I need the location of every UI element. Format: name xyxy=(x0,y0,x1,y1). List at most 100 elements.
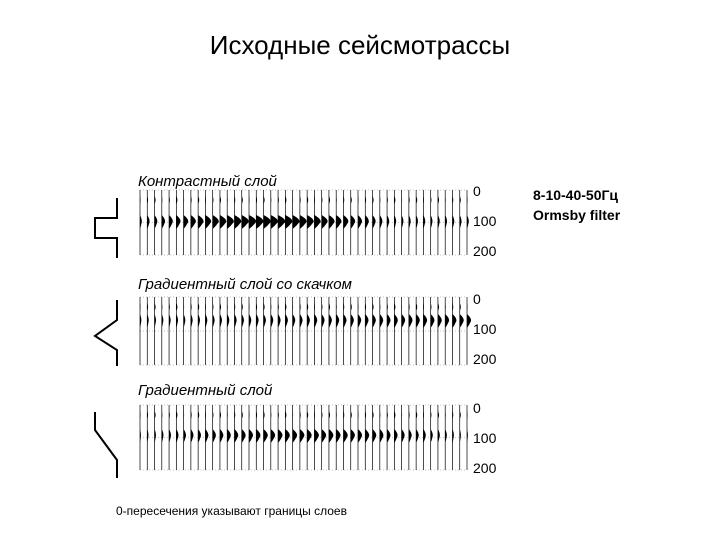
trace-wavelet xyxy=(430,314,435,328)
panel3-tick-0: 0 xyxy=(473,400,481,416)
panel3-tick-200: 200 xyxy=(473,460,497,476)
panel-label-gradient: Градиентный слой xyxy=(138,382,273,399)
trace-wiggle xyxy=(467,303,468,311)
trace-wavelet xyxy=(292,314,296,328)
trace-wavelet xyxy=(452,215,455,229)
trace-wavelet xyxy=(263,429,268,443)
trace-wavelet xyxy=(408,215,411,229)
trace-wavelet xyxy=(161,429,164,443)
trace-wavelet xyxy=(328,215,335,229)
trace-wiggle xyxy=(394,411,396,419)
trace-wavelet xyxy=(140,429,141,443)
trace-wiggle xyxy=(249,196,250,204)
trace-wiggle xyxy=(314,303,315,311)
trace-wavelet xyxy=(212,314,215,328)
footer-note: 0-пересечения указывают границы слоев xyxy=(116,504,347,518)
trace-wiggle xyxy=(212,303,214,311)
trace-wavelet xyxy=(372,215,376,229)
trace-wiggle xyxy=(190,303,192,311)
trace-wiggle xyxy=(321,411,323,419)
trace-wavelet xyxy=(205,429,209,443)
trace-wiggle xyxy=(314,196,315,204)
trace-wiggle xyxy=(467,196,468,204)
trace-wiggle xyxy=(219,411,222,419)
trace-wiggle xyxy=(314,411,315,419)
trace-wavelet xyxy=(169,314,171,328)
trace-wiggle xyxy=(459,411,461,419)
trace-wiggle xyxy=(445,411,446,419)
trace-wiggle xyxy=(365,411,367,419)
trace-wiggle xyxy=(205,411,206,419)
trace-wiggle xyxy=(249,303,250,311)
trace-wavelet xyxy=(183,314,186,328)
trace-wavelet xyxy=(314,215,321,229)
trace-wavelet xyxy=(358,429,363,443)
trace-panel-3 xyxy=(139,404,468,471)
trace-wavelet xyxy=(387,429,391,443)
trace-wiggle xyxy=(169,196,170,204)
trace-wiggle xyxy=(401,303,403,311)
trace-wavelet xyxy=(241,215,249,229)
trace-wavelet xyxy=(387,314,391,328)
trace-wiggle xyxy=(278,411,279,419)
trace-wavelet xyxy=(328,314,332,328)
trace-wiggle xyxy=(416,411,418,419)
trace-wavelet xyxy=(249,215,257,229)
trace-wiggle xyxy=(379,303,381,311)
trace-wavelet xyxy=(292,429,298,443)
trace-wiggle xyxy=(430,303,432,311)
trace-wavelet xyxy=(350,215,356,229)
trace-wavelet xyxy=(161,314,164,328)
trace-wavelet xyxy=(452,314,457,328)
trace-wiggle xyxy=(183,303,185,311)
trace-wiggle xyxy=(176,411,178,419)
trace-wavelet xyxy=(212,429,216,443)
trace-wiggle xyxy=(358,196,359,204)
panel3-tick-100: 100 xyxy=(473,430,497,446)
trace-wavelet xyxy=(299,314,303,328)
trace-wavelet xyxy=(307,429,312,443)
trace-wiggle xyxy=(299,303,301,311)
trace-wiggle xyxy=(285,411,287,419)
trace-wiggle xyxy=(358,411,359,419)
trace-wavelet xyxy=(176,314,178,328)
trace-wiggle xyxy=(270,196,272,204)
trace-wiggle xyxy=(408,303,410,311)
trace-wavelet xyxy=(190,429,194,443)
trace-wiggle xyxy=(140,411,141,419)
trace-wavelet xyxy=(365,215,369,229)
trace-wiggle xyxy=(219,303,222,311)
trace-wiggle xyxy=(437,196,440,204)
trace-wavelet xyxy=(423,429,426,443)
trace-wiggle xyxy=(140,196,141,204)
trace-wavelet xyxy=(241,429,246,443)
panel1-tick-0: 0 xyxy=(473,183,481,199)
trace-wiggle xyxy=(161,196,163,204)
panel-grid xyxy=(140,404,467,471)
trace-wiggle xyxy=(190,196,192,204)
trace-wiggle xyxy=(430,411,432,419)
trace-wavelet xyxy=(416,314,420,328)
trace-wiggle xyxy=(292,303,294,311)
trace-wiggle xyxy=(249,411,250,419)
trace-wiggle xyxy=(365,196,367,204)
trace-wavelet xyxy=(299,429,305,443)
trace-wavelet xyxy=(198,314,200,328)
trace-wavelet xyxy=(154,215,158,229)
trace-wavelet xyxy=(249,314,252,328)
trace-wiggle xyxy=(256,411,258,419)
trace-wiggle xyxy=(445,196,446,204)
trace-wiggle xyxy=(423,411,424,419)
trace-wiggle xyxy=(256,196,258,204)
trace-wiggle xyxy=(161,411,163,419)
trace-wavelet xyxy=(161,215,166,229)
trace-wavelet xyxy=(299,215,307,229)
trace-wiggle xyxy=(423,196,424,204)
panel1-tick-100: 100 xyxy=(473,213,497,229)
panel2-tick-0: 0 xyxy=(473,291,481,307)
trace-wavelet xyxy=(314,314,318,328)
trace-wavelet xyxy=(140,215,142,229)
trace-wiggle xyxy=(416,196,418,204)
trace-wavelet xyxy=(343,429,348,443)
trace-wavelet xyxy=(285,314,288,328)
